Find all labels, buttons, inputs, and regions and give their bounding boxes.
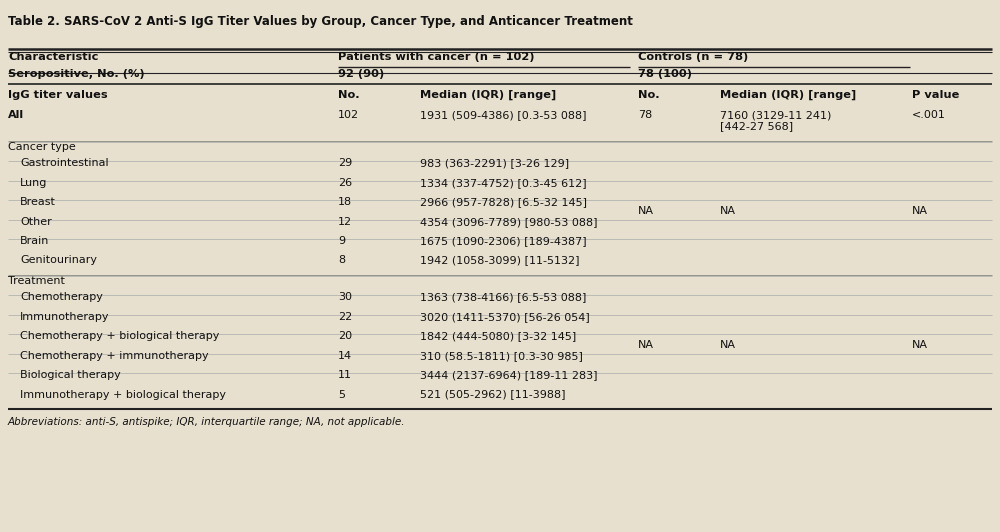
Text: Genitourinary: Genitourinary: [20, 255, 97, 265]
Text: 14: 14: [338, 351, 352, 361]
Text: 310 (58.5-1811) [0.3-30 985]: 310 (58.5-1811) [0.3-30 985]: [420, 351, 583, 361]
Text: 29: 29: [338, 159, 352, 169]
Text: Immunotherapy + biological therapy: Immunotherapy + biological therapy: [20, 389, 226, 400]
Text: 92 (90): 92 (90): [338, 69, 384, 79]
Text: Cancer type: Cancer type: [8, 143, 76, 153]
Text: 1334 (337-4752) [0.3-45 612]: 1334 (337-4752) [0.3-45 612]: [420, 178, 587, 188]
Text: 30: 30: [338, 293, 352, 303]
Text: 4354 (3096-7789) [980-53 088]: 4354 (3096-7789) [980-53 088]: [420, 217, 598, 227]
Text: Table 2. SARS-CoV 2 Anti-S IgG Titer Values by Group, Cancer Type, and Anticance: Table 2. SARS-CoV 2 Anti-S IgG Titer Val…: [8, 15, 633, 28]
Text: Controls (n = 78): Controls (n = 78): [638, 52, 748, 62]
Text: 22: 22: [338, 312, 352, 322]
Text: No.: No.: [338, 90, 360, 99]
Text: 1363 (738-4166) [6.5-53 088]: 1363 (738-4166) [6.5-53 088]: [420, 293, 586, 303]
Text: 3444 (2137-6964) [189-11 283]: 3444 (2137-6964) [189-11 283]: [420, 370, 598, 380]
Text: NA: NA: [720, 340, 736, 350]
Text: 5: 5: [338, 389, 345, 400]
Text: Seropositive, No. (%): Seropositive, No. (%): [8, 69, 145, 79]
Text: No.: No.: [638, 90, 660, 99]
Text: 78: 78: [638, 110, 652, 120]
Text: 102: 102: [338, 110, 359, 120]
Text: NA: NA: [638, 206, 654, 216]
Text: Treatment: Treatment: [8, 277, 65, 287]
Text: IgG titer values: IgG titer values: [8, 90, 108, 99]
Text: 8: 8: [338, 255, 345, 265]
Text: 20: 20: [338, 331, 352, 342]
Text: Other: Other: [20, 217, 52, 227]
Text: Brain: Brain: [20, 236, 49, 246]
Text: 11: 11: [338, 370, 352, 380]
Text: <.001: <.001: [912, 110, 946, 120]
Text: Patients with cancer (n = 102): Patients with cancer (n = 102): [338, 52, 534, 62]
Text: Median (IQR) [range]: Median (IQR) [range]: [420, 90, 556, 100]
Text: NA: NA: [912, 340, 928, 350]
Text: 26: 26: [338, 178, 352, 188]
Text: Lung: Lung: [20, 178, 47, 188]
Text: NA: NA: [720, 206, 736, 216]
Text: Immunotherapy: Immunotherapy: [20, 312, 110, 322]
Text: Gastrointestinal: Gastrointestinal: [20, 159, 109, 169]
Text: Breast: Breast: [20, 197, 56, 207]
Text: 521 (505-2962) [11-3988]: 521 (505-2962) [11-3988]: [420, 389, 566, 400]
Text: 3020 (1411-5370) [56-26 054]: 3020 (1411-5370) [56-26 054]: [420, 312, 590, 322]
Text: 7160 (3129-11 241): 7160 (3129-11 241): [720, 110, 831, 120]
Text: 2966 (957-7828) [6.5-32 145]: 2966 (957-7828) [6.5-32 145]: [420, 197, 587, 207]
Text: 1842 (444-5080) [3-32 145]: 1842 (444-5080) [3-32 145]: [420, 331, 576, 342]
Text: 78 (100): 78 (100): [638, 69, 692, 79]
Text: P value: P value: [912, 90, 959, 99]
Text: Median (IQR) [range]: Median (IQR) [range]: [720, 90, 856, 100]
Text: 9: 9: [338, 236, 345, 246]
Text: 1675 (1090-2306) [189-4387]: 1675 (1090-2306) [189-4387]: [420, 236, 587, 246]
Text: NA: NA: [912, 206, 928, 216]
Text: 983 (363-2291) [3-26 129]: 983 (363-2291) [3-26 129]: [420, 159, 569, 169]
Text: Chemotherapy + immunotherapy: Chemotherapy + immunotherapy: [20, 351, 209, 361]
Text: All: All: [8, 110, 24, 120]
Text: Biological therapy: Biological therapy: [20, 370, 121, 380]
Text: 1931 (509-4386) [0.3-53 088]: 1931 (509-4386) [0.3-53 088]: [420, 110, 586, 120]
Text: 18: 18: [338, 197, 352, 207]
Text: Chemotherapy: Chemotherapy: [20, 293, 103, 303]
Text: 1942 (1058-3099) [11-5132]: 1942 (1058-3099) [11-5132]: [420, 255, 580, 265]
Text: NA: NA: [638, 340, 654, 350]
Text: Chemotherapy + biological therapy: Chemotherapy + biological therapy: [20, 331, 219, 342]
Text: Abbreviations: anti-S, antispike; IQR, interquartile range; NA, not applicable.: Abbreviations: anti-S, antispike; IQR, i…: [8, 417, 406, 427]
Text: 12: 12: [338, 217, 352, 227]
Text: [442-27 568]: [442-27 568]: [720, 121, 793, 131]
Text: Characteristic: Characteristic: [8, 52, 98, 62]
